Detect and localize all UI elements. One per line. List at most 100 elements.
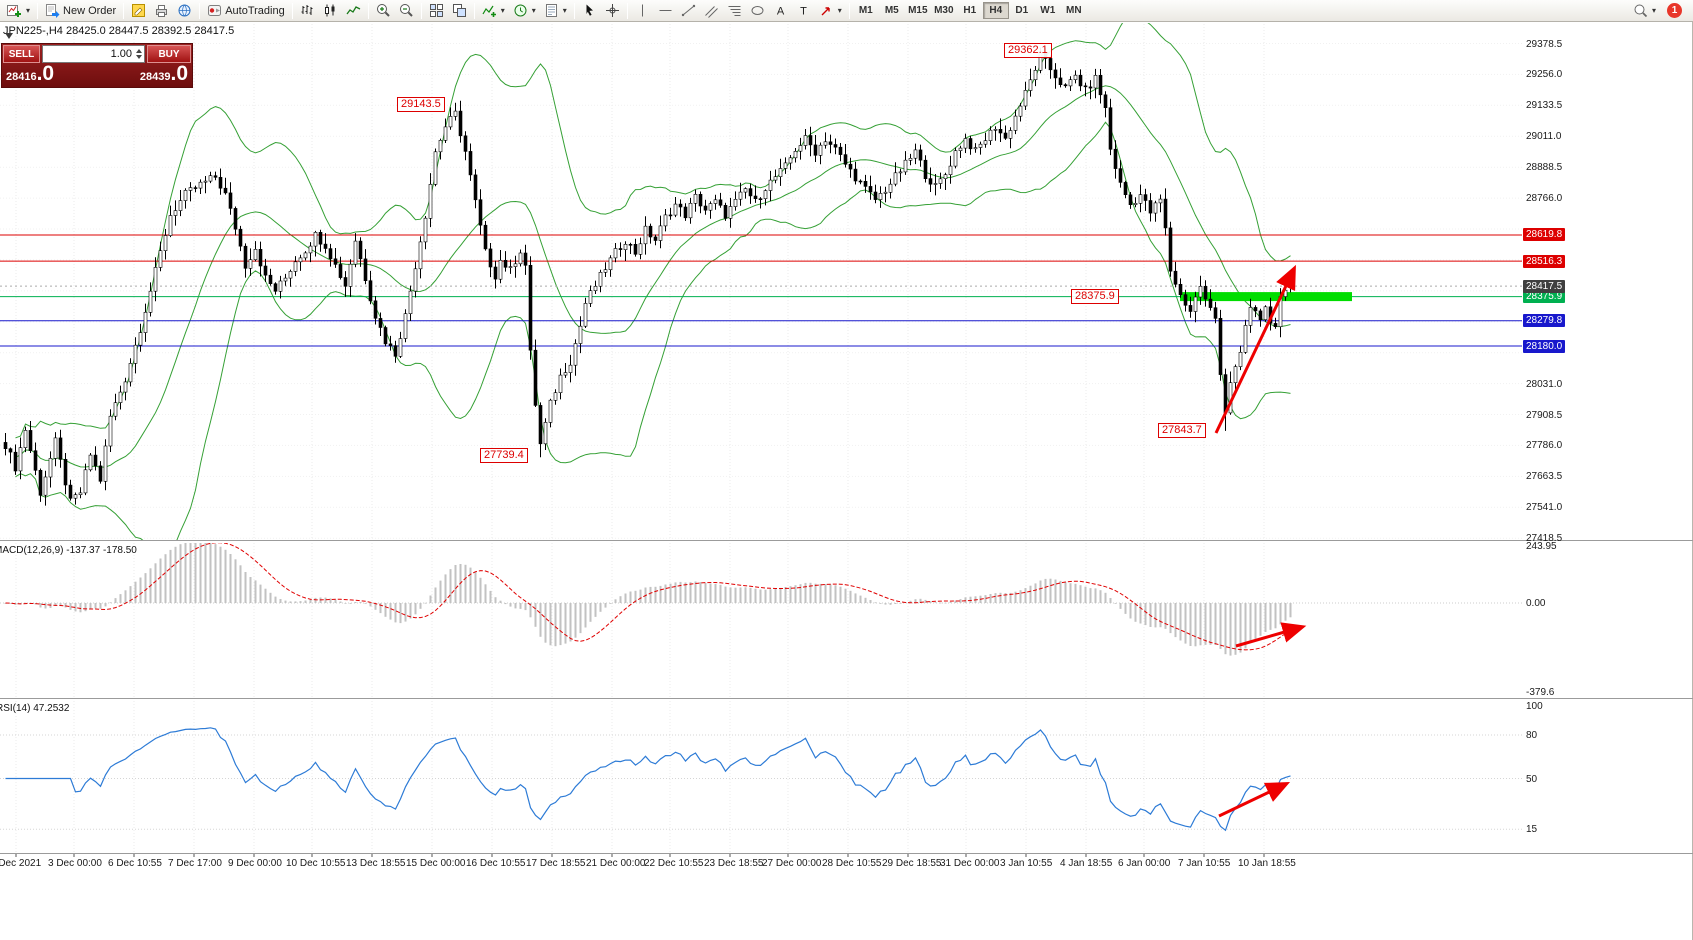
- volume-spinner[interactable]: [136, 49, 142, 59]
- periods-button[interactable]: ▾: [509, 1, 540, 21]
- timeframe-m1-button[interactable]: M1: [853, 2, 879, 19]
- metaeditor-button[interactable]: [127, 1, 150, 21]
- macd-axis-label[interactable]: 0.00: [1526, 598, 1546, 609]
- tile-windows-button[interactable]: [425, 1, 448, 21]
- label-button[interactable]: T: [792, 1, 815, 21]
- price-annotation[interactable]: 28375.9: [1071, 289, 1119, 304]
- sell-button[interactable]: SELL: [3, 45, 40, 63]
- autotrading-button[interactable]: AutoTrading: [203, 1, 289, 21]
- time-axis-label[interactable]: 9 Dec 00:00: [228, 858, 282, 869]
- time-axis-label[interactable]: 23 Dec 18:55: [704, 858, 764, 869]
- price-axis-label[interactable]: 29011.0: [1526, 131, 1562, 143]
- line-chart-button[interactable]: [342, 1, 365, 21]
- timeframe-m30-button[interactable]: M30: [931, 2, 957, 19]
- templates-button[interactable]: ▾: [540, 1, 571, 21]
- zoom-in-button[interactable]: [372, 1, 395, 21]
- timeframe-w1-button[interactable]: W1: [1035, 2, 1061, 19]
- time-axis-label[interactable]: 7 Jan 10:55: [1178, 858, 1231, 869]
- macd-axis-label[interactable]: 243.95: [1526, 541, 1557, 552]
- time-axis-label[interactable]: 2 Dec 2021: [0, 858, 42, 869]
- search-button[interactable]: ▾: [1629, 1, 1660, 21]
- time-axis-label[interactable]: 10 Jan 18:55: [1238, 858, 1296, 869]
- price-axis-label[interactable]: 28031.0: [1526, 378, 1563, 390]
- buy-price[interactable]: 28439.0: [140, 63, 188, 84]
- fibonacci-button[interactable]: [723, 1, 746, 21]
- price-axis-label[interactable]: 29378.5: [1526, 38, 1563, 50]
- notification-badge[interactable]: 1: [1667, 3, 1682, 18]
- price-axis-label[interactable]: 29256.0: [1526, 69, 1563, 81]
- price-axis-label[interactable]: 27418.5: [1526, 533, 1563, 545]
- timeframe-mn-button[interactable]: MN: [1061, 2, 1087, 19]
- channel-button[interactable]: [700, 1, 723, 21]
- timeframe-m15-button[interactable]: M15: [905, 2, 931, 19]
- time-axis-label[interactable]: 16 Dec 10:55: [466, 858, 526, 869]
- price-axis-label[interactable]: 28766.0: [1526, 193, 1563, 205]
- text-button[interactable]: A: [769, 1, 792, 21]
- panel-separators[interactable]: [0, 540, 1693, 854]
- new-chart-button[interactable]: ▾: [3, 1, 34, 21]
- crosshair-button[interactable]: [601, 1, 624, 21]
- price-axis-label[interactable]: 29133.5: [1526, 100, 1563, 112]
- bar-chart-button[interactable]: [296, 1, 319, 21]
- new-order-button[interactable]: New Order: [41, 1, 120, 21]
- cascade-windows-button[interactable]: [448, 1, 471, 21]
- arrows-button[interactable]: ▾: [815, 1, 846, 21]
- timeframe-m5-button[interactable]: M5: [879, 2, 905, 19]
- trendline-button[interactable]: [677, 1, 700, 21]
- rsi-axis-label[interactable]: 80: [1526, 730, 1538, 741]
- rsi-axis-label[interactable]: 50: [1526, 773, 1538, 785]
- support-zone[interactable]: [1180, 292, 1352, 302]
- price-axis-label[interactable]: 27786.0: [1526, 440, 1563, 452]
- time-axis-label[interactable]: 10 Dec 10:55: [286, 858, 346, 869]
- trend-arrow[interactable]: [1218, 782, 1291, 818]
- print-button[interactable]: [150, 1, 173, 21]
- timeframe-h1-button[interactable]: H1: [957, 2, 983, 19]
- time-axis-label[interactable]: 21 Dec 00:00: [586, 858, 646, 869]
- candlestick-chart-button[interactable]: [319, 1, 342, 21]
- community-button[interactable]: [173, 1, 196, 21]
- volume-input[interactable]: 1.00: [42, 45, 145, 63]
- rsi-axis-label[interactable]: 100: [1526, 701, 1543, 712]
- time-axis-label[interactable]: 28 Dec 10:55: [822, 858, 882, 869]
- price-annotation[interactable]: 27739.4: [480, 448, 528, 463]
- volume-down-icon[interactable]: [136, 55, 142, 59]
- macd-axis-label[interactable]: -379.6: [1526, 686, 1555, 698]
- time-axis-label[interactable]: 15 Dec 00:00: [406, 858, 466, 869]
- time-axis-label[interactable]: 13 Dec 18:55: [346, 858, 406, 869]
- time-axis-label[interactable]: 6 Jan 00:00: [1118, 858, 1171, 869]
- price-annotation[interactable]: 27843.7: [1158, 423, 1206, 438]
- time-axis-label[interactable]: 3 Dec 00:00: [48, 858, 102, 869]
- cursor-button[interactable]: [578, 1, 601, 21]
- time-axis-label[interactable]: 17 Dec 18:55: [526, 858, 586, 869]
- rsi-axis-label[interactable]: 15: [1526, 824, 1538, 836]
- price-annotation[interactable]: 29362.1: [1004, 43, 1052, 58]
- shapes-button[interactable]: [746, 1, 769, 21]
- timeframe-h4-button[interactable]: H4: [982, 2, 1009, 19]
- horizontal-line-button[interactable]: [654, 1, 677, 21]
- time-axis-label[interactable]: 22 Dec 10:55: [644, 858, 704, 869]
- one-click-collapse-icon[interactable]: [5, 33, 13, 39]
- time-axis-label[interactable]: 31 Dec 00:00: [940, 858, 1000, 869]
- volume-up-icon[interactable]: [136, 49, 142, 53]
- trend-arrow[interactable]: [1214, 264, 1296, 434]
- price-axis-label[interactable]: 28888.5: [1526, 162, 1563, 174]
- time-axis-label[interactable]: 3 Jan 10:55: [1000, 858, 1053, 869]
- vertical-line-button[interactable]: [631, 1, 654, 21]
- zoom-out-button[interactable]: [395, 1, 418, 21]
- price-axis-label[interactable]: 27541.0: [1526, 502, 1563, 514]
- indicators-button[interactable]: ▾: [478, 1, 509, 21]
- price-axis-label[interactable]: 27908.5: [1526, 409, 1563, 421]
- timeframe-d1-button[interactable]: D1: [1009, 2, 1035, 19]
- time-axis-label[interactable]: 4 Jan 18:55: [1060, 858, 1113, 869]
- buy-button[interactable]: BUY: [147, 45, 191, 63]
- time-axis-label[interactable]: 7 Dec 17:00: [168, 858, 222, 869]
- price-annotation[interactable]: 29143.5: [397, 97, 445, 112]
- sell-price[interactable]: 28416.0: [6, 63, 54, 84]
- price-axis-label[interactable]: 27663.5: [1526, 471, 1563, 483]
- time-axis-label[interactable]: 6 Dec 10:55: [108, 858, 162, 869]
- time-axis-label[interactable]: 27 Dec 00:00: [762, 858, 822, 869]
- trend-arrow[interactable]: [1235, 622, 1307, 648]
- time-axis-label[interactable]: 29 Dec 18:55: [882, 858, 942, 869]
- shapes-icon: [750, 3, 765, 18]
